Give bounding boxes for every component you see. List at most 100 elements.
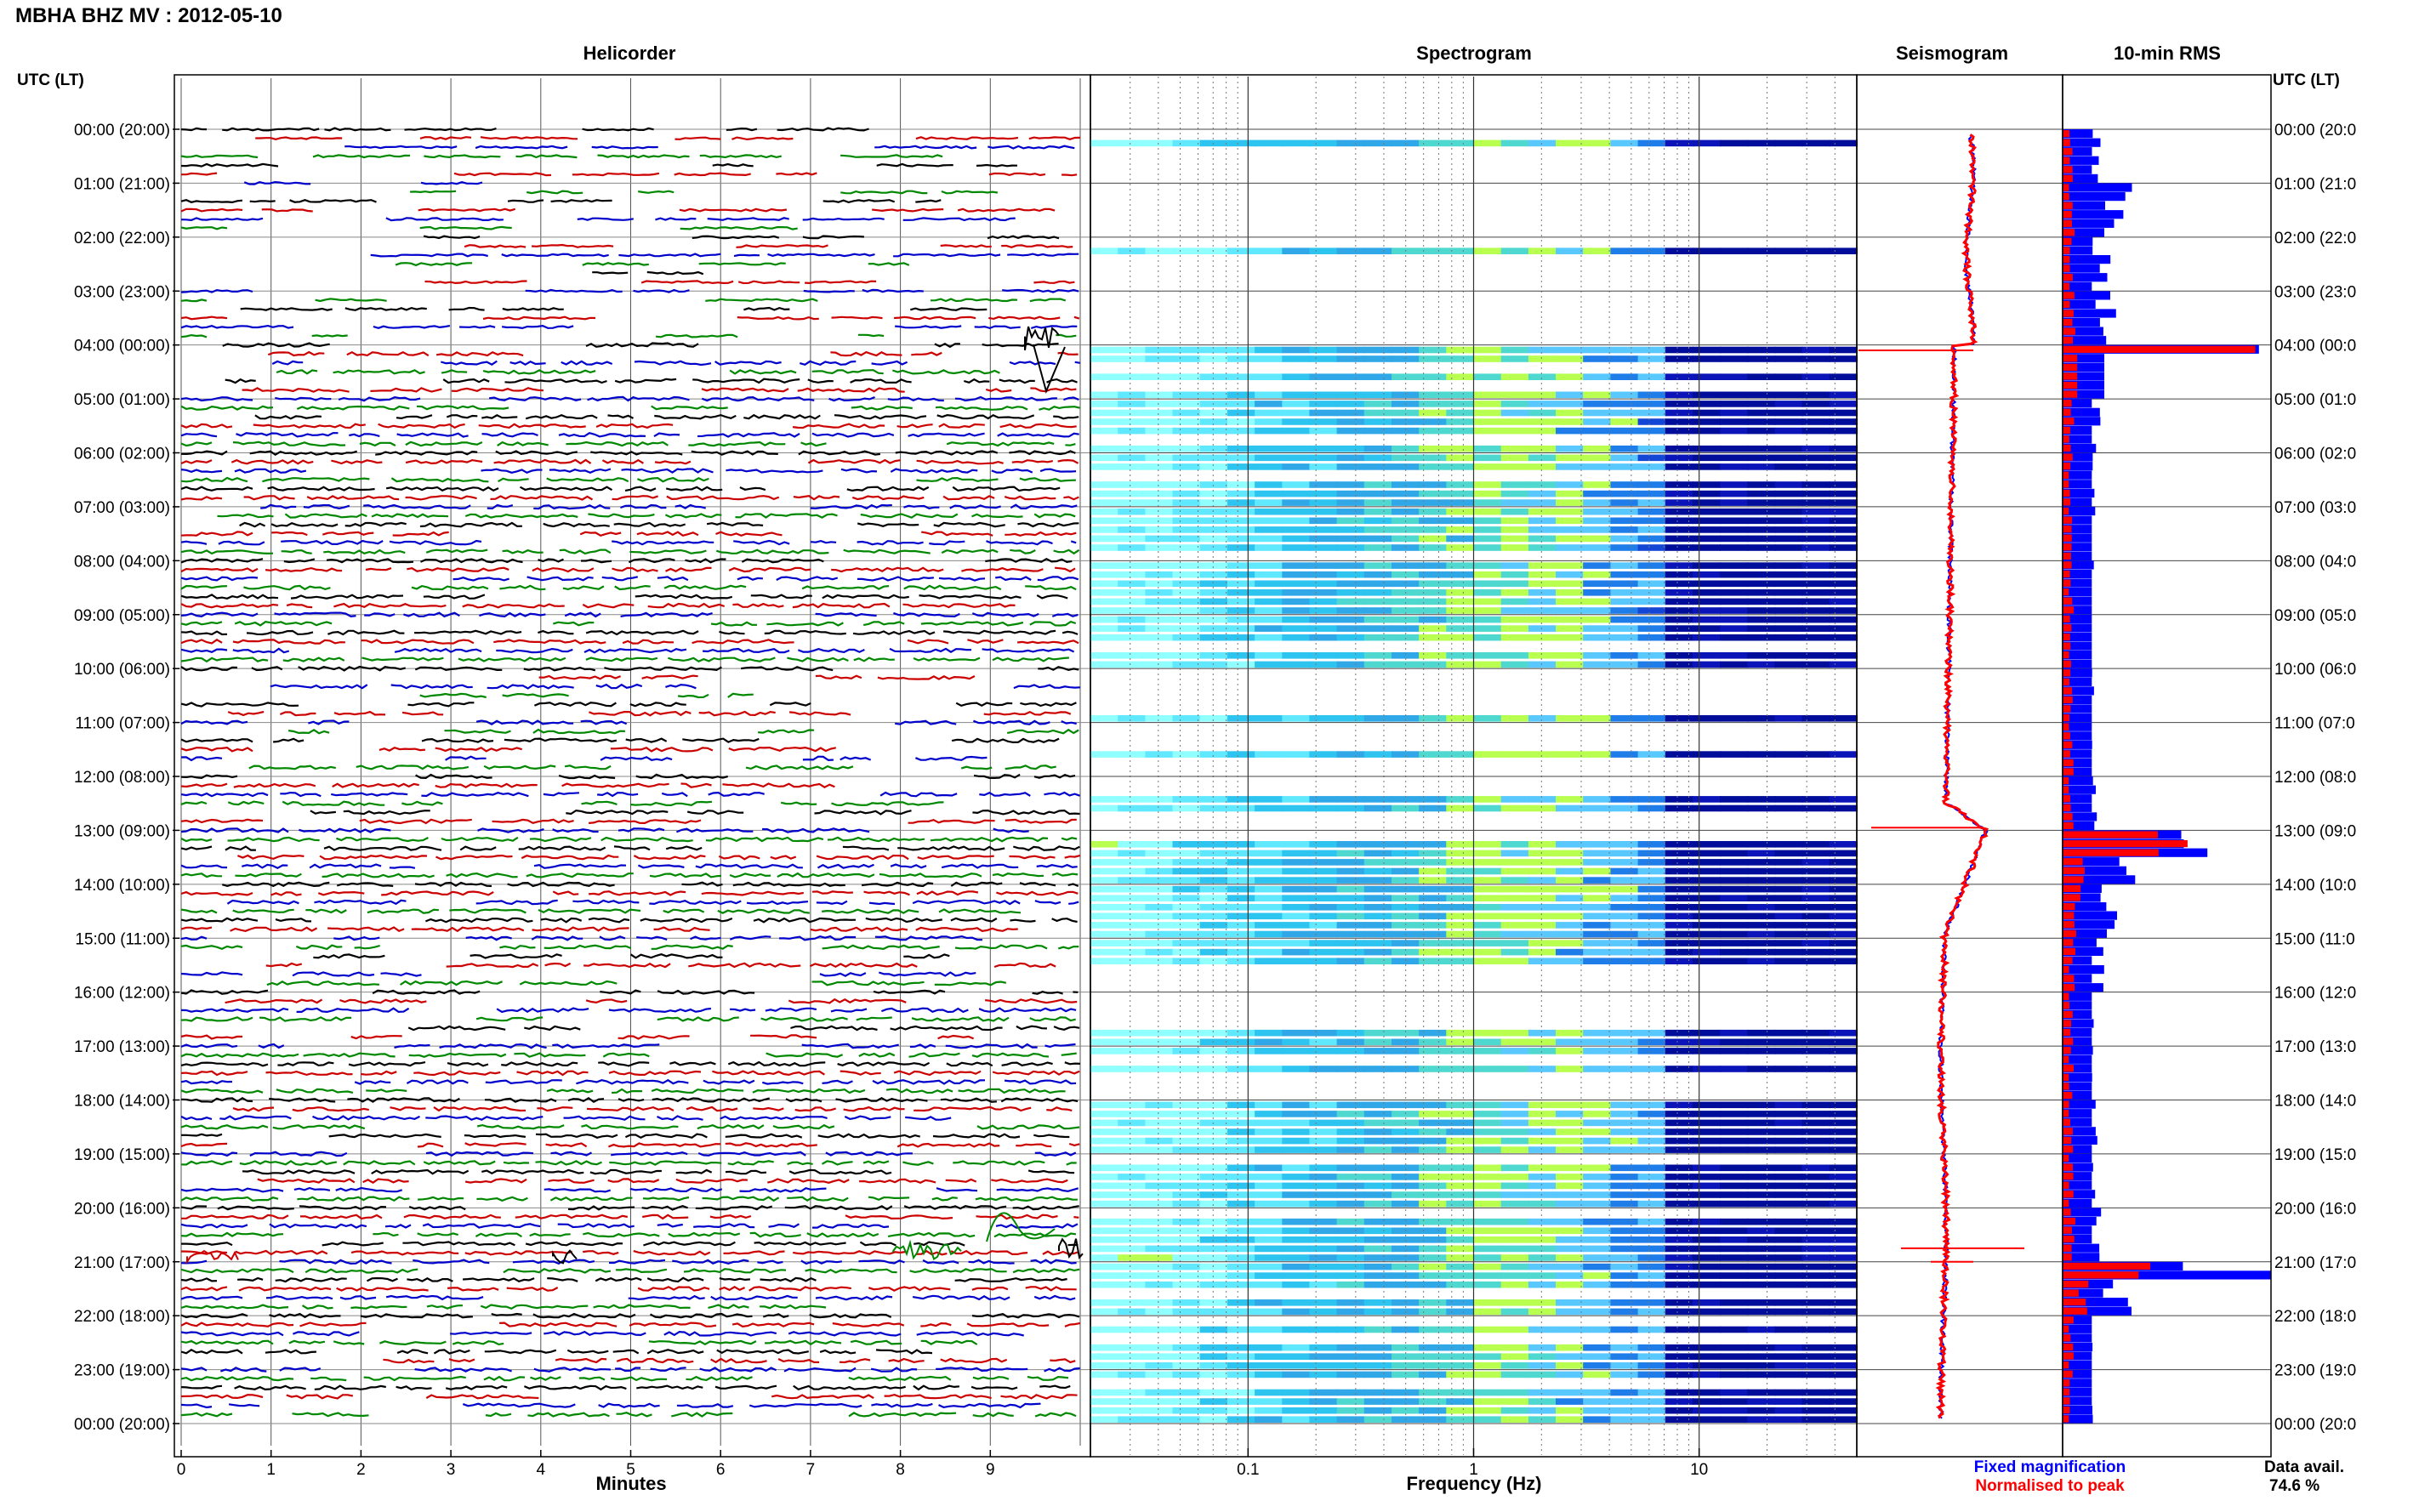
rms-bar-normalised (2063, 174, 2073, 182)
rms-bar-normalised (2063, 759, 2074, 767)
rms-bar-fixed (2063, 129, 2093, 139)
spectrogram-cell (1227, 804, 1256, 812)
spectrogram-cell (1637, 1174, 1666, 1180)
spectrogram-cell (1392, 867, 1420, 875)
spectrogram-cell (1692, 445, 1722, 452)
spectrogram-cell (1363, 598, 1392, 605)
spectrogram-cell (1255, 1101, 1283, 1109)
spectrogram-cell (1720, 445, 1749, 452)
spectrogram-cell (1363, 1227, 1392, 1235)
spectrogram-cell (1199, 1182, 1228, 1190)
spectrogram-cell (1446, 571, 1475, 578)
spectrogram-cell (1692, 247, 1722, 254)
spectrogram-cell (1829, 508, 1858, 515)
rms-bar-fixed (2063, 902, 2107, 912)
spectrogram-cell (1309, 804, 1338, 812)
spectrogram-cell (1363, 804, 1392, 812)
helicorder-trace-line (180, 791, 1080, 798)
spectrogram-cell (1255, 1029, 1283, 1037)
spectrogram-cell (1665, 1362, 1693, 1369)
spectrogram-cell (1774, 904, 1803, 911)
spectrogram-cell (1282, 1227, 1311, 1235)
rms-bar-normalised (2063, 345, 2256, 353)
spectrogram-cell (1227, 1200, 1256, 1208)
spectrogram-cell (1419, 958, 1448, 964)
helicorder-trace-line (236, 854, 1080, 861)
left-time-label: 23:00 (19:00) (74, 1362, 170, 1380)
spectrogram-cell (1172, 1245, 1201, 1253)
spectrogram-cell (1665, 1227, 1693, 1235)
spectrogram-cell (1172, 418, 1201, 425)
rms-bar-fixed (2063, 533, 2092, 543)
spectrogram-cell (1556, 418, 1585, 425)
spectrogram-cell (1419, 895, 1448, 901)
rms-bar-normalised (2063, 211, 2072, 219)
spectrogram-cell (1556, 544, 1585, 551)
spectrogram-cell (1145, 445, 1174, 452)
spectrogram-cell (1500, 139, 1529, 147)
rms-bar-fixed (2063, 1180, 2092, 1190)
spectrogram-cell (1090, 1066, 1119, 1072)
spectrogram-cell (1720, 1029, 1749, 1037)
spectrogram-cell (1829, 1344, 1858, 1351)
spectrogram-cell (1637, 535, 1666, 543)
spectrogram-cell (1500, 418, 1529, 425)
spectrogram-cell (1774, 607, 1803, 614)
spectrogram-cell (1583, 401, 1612, 407)
spectrogram-cell (1556, 930, 1585, 938)
spectrogram-cell (1090, 1389, 1119, 1396)
spectrogram-cell (1801, 373, 1830, 380)
spectrogram-cell (1227, 1227, 1256, 1235)
spectrogram-cell (1172, 1029, 1201, 1037)
spectrogram-cell (1583, 571, 1612, 578)
spectrogram-cell (1282, 427, 1311, 435)
spectrogram-cell (1692, 544, 1722, 551)
spectrogram-cell (1282, 804, 1311, 812)
spectrogram-cell (1556, 652, 1585, 659)
spectrogram-cell (1419, 1137, 1448, 1145)
helicorder-trace-line (180, 154, 943, 159)
rms-bar-fixed (2063, 1019, 2094, 1028)
left-time-label: 07:00 (03:00) (74, 499, 170, 517)
spectrogram-cell (1720, 247, 1749, 254)
helicorder-trace-line (180, 549, 1080, 555)
helicorder-trace-line (180, 576, 1079, 582)
spectrogram-cell (1473, 1227, 1502, 1235)
spectrogram-cell (1473, 885, 1502, 893)
spectrogram-cell (1199, 661, 1228, 668)
spectrogram-cell (1145, 922, 1174, 929)
spectrogram-cell (1556, 796, 1585, 803)
spectrogram-cell (1610, 1398, 1639, 1405)
rms-bar-fixed (2063, 1198, 2092, 1208)
spectrogram-cell (1118, 922, 1147, 929)
rms-bar-normalised (2063, 660, 2071, 668)
spectrogram-cell (1118, 1308, 1147, 1316)
rms-bar-normalised (2063, 1154, 2069, 1162)
spectrogram-cell (1446, 418, 1475, 425)
spectrogram-cell (1419, 409, 1448, 417)
spectrogram-cell (1583, 1308, 1612, 1316)
spectrogram-cell (1090, 850, 1119, 857)
spectrogram-cell (1692, 1389, 1722, 1396)
spectrogram-cell (1747, 401, 1776, 407)
spectrogram-cell (1282, 517, 1311, 525)
spectrogram-cell (1801, 580, 1830, 588)
spectrogram-cell (1801, 427, 1830, 435)
spectrogram-cell (1556, 1326, 1585, 1333)
spectrogram-cell (1227, 1191, 1256, 1198)
spectrogram-cell (1199, 1272, 1228, 1279)
spectrogram-cell (1309, 867, 1338, 875)
spectrogram-cell (1637, 346, 1666, 354)
helicorder-trace-line (180, 872, 1079, 878)
spectrogram-cell (1829, 463, 1858, 470)
spectrogram-cell (1473, 481, 1502, 488)
spectrogram-cell (1473, 391, 1502, 399)
rms-bar-fixed (2063, 560, 2094, 570)
spectrogram-cell (1090, 1353, 1119, 1360)
spectrogram-cell (1556, 1182, 1585, 1190)
right-time-label: 00:00 (20:0 (2274, 122, 2356, 139)
spectrogram-cell (1336, 625, 1365, 632)
spectrogram-cell (1528, 571, 1557, 578)
spectrogram-cell (1583, 1389, 1612, 1396)
spectrogram-cell (1637, 1218, 1666, 1225)
